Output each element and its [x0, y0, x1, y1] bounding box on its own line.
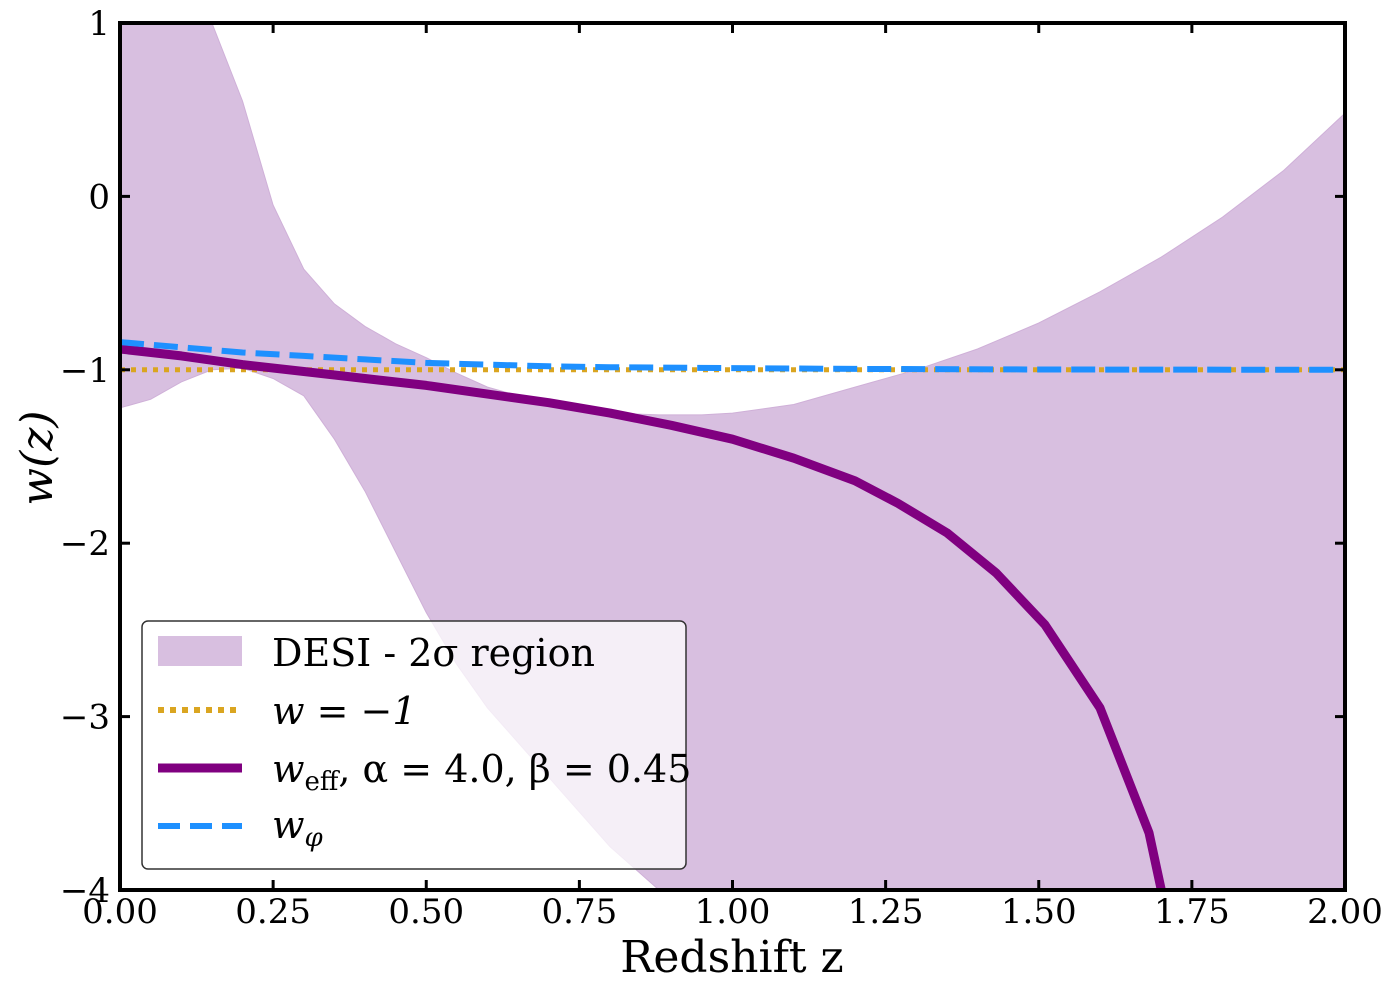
legend-wphi-subscript: φ — [305, 823, 324, 853]
y-tick-label: −2 — [60, 524, 110, 564]
legend-label-wphi: wφ — [272, 803, 324, 853]
legend-weff-params: , α = 4.0, β = 0.45 — [338, 747, 691, 791]
x-tick-label: 2.00 — [1307, 892, 1383, 932]
legend-wphi-symbol: w — [272, 803, 305, 847]
y-tick-label: −1 — [60, 351, 110, 391]
series-layer — [119, 339, 1346, 891]
x-tick-label: 1.00 — [695, 892, 771, 932]
y-tick-label: −4 — [60, 871, 110, 911]
legend-label-w-eq: w = −1 — [272, 689, 417, 733]
legend-label-band: DESI - 2σ region — [272, 631, 595, 675]
x-axis-title: Redshift z — [620, 932, 843, 983]
x-tick-label: 0.25 — [235, 892, 311, 932]
x-tick-label: 1.25 — [848, 892, 924, 932]
y-axis-title: w(z) — [12, 410, 63, 505]
y-tick-label: −3 — [60, 698, 110, 738]
legend-label-weff: weff, α = 4.0, β = 0.45 — [272, 747, 691, 797]
legend: DESI - 2σ region w = −1 weff, α = 4.0, β… — [141, 620, 691, 870]
w-eff-line — [119, 344, 1166, 891]
y-tick-label: 0 — [88, 177, 110, 217]
legend-swatch-band — [158, 636, 242, 666]
legend-box — [141, 620, 687, 870]
legend-weff-subscript: eff — [305, 767, 341, 797]
x-tick-label: 1.50 — [1001, 892, 1077, 932]
legend-weff-symbol: w — [272, 747, 305, 791]
y-tick-label: 1 — [88, 4, 110, 44]
tick-layer: 0.00 0.25 0.50 0.75 1.00 1.25 1.50 1.75 2.00 1 0 −1… — [60, 4, 1383, 932]
x-tick-label: 0.75 — [542, 892, 618, 932]
x-tick-label: 0.50 — [388, 892, 464, 932]
x-tick-label: 0.00 — [82, 892, 158, 932]
x-tick-label: 1.75 — [1154, 892, 1230, 932]
w-phi-line — [119, 339, 1346, 373]
